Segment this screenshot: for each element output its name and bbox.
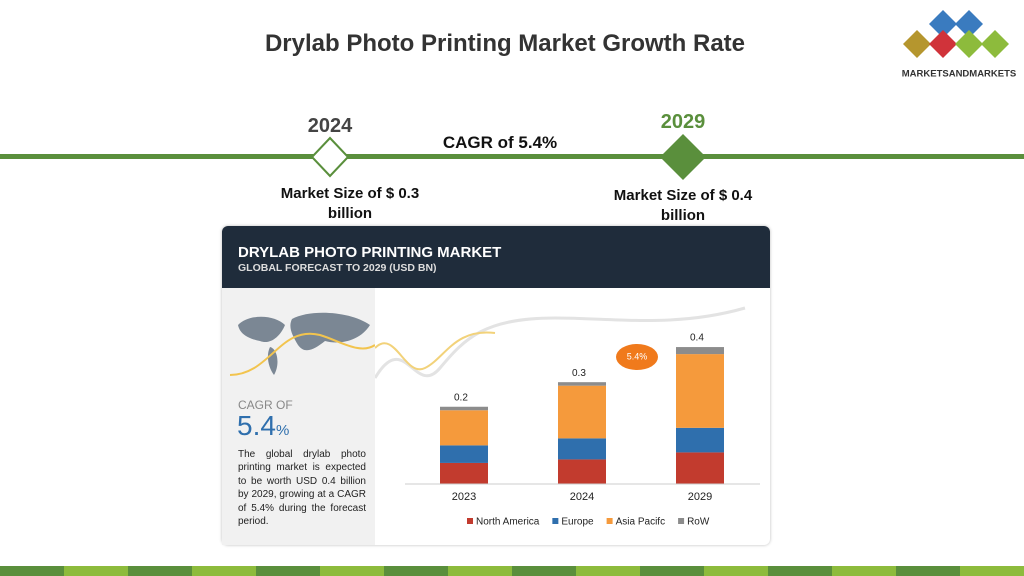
legend-label: Asia Pacifc bbox=[616, 517, 665, 528]
cagr-unit: % bbox=[275, 422, 290, 439]
timeline-markers bbox=[310, 134, 706, 180]
bar-segment bbox=[558, 459, 606, 484]
bar-segment bbox=[558, 382, 606, 386]
chart-subtitle: GLOBAL FORECAST TO 2029 (USD BN) bbox=[238, 262, 437, 274]
world-map bbox=[230, 312, 375, 376]
bar-segment bbox=[676, 427, 724, 453]
x-tick-label: 2023 bbox=[452, 491, 476, 503]
total-label: 0.2 bbox=[454, 392, 468, 403]
cagr-label: CAGR of 5.4% bbox=[442, 133, 558, 152]
bar-segment bbox=[676, 354, 724, 428]
logo: MARKETSANDMARKETS bbox=[902, 10, 1017, 80]
annotation: 5.4% bbox=[627, 351, 648, 361]
bar-segment bbox=[558, 438, 606, 460]
annotation-bubble bbox=[616, 344, 658, 370]
bar-segment bbox=[676, 452, 724, 484]
legend-swatch bbox=[552, 518, 559, 524]
x-tick-label: 2024 bbox=[570, 491, 594, 503]
sidebar-cagr-heading: CAGR OF bbox=[238, 398, 293, 412]
timeline-line bbox=[0, 154, 1024, 159]
total-label: 0.3 bbox=[572, 368, 586, 379]
cagr-number: 5.4 bbox=[237, 410, 276, 441]
total-label: 0.4 bbox=[690, 333, 704, 344]
legend-swatch bbox=[467, 518, 473, 524]
footer-stripe bbox=[0, 566, 1024, 576]
slide-title: Drylab Photo Printing Market Growth Rate bbox=[264, 30, 746, 57]
legend-label: North America bbox=[476, 517, 540, 528]
legend-swatch bbox=[606, 518, 613, 524]
bar-segment bbox=[676, 347, 724, 355]
start-year: 2024 bbox=[307, 115, 353, 137]
bar-segment bbox=[440, 406, 488, 411]
legend-label: RoW bbox=[687, 517, 710, 528]
end-year: 2029 bbox=[660, 111, 706, 133]
chart-title: DRYLAB PHOTO PRINTING MARKET bbox=[238, 244, 502, 261]
logo-text: MARKETSANDMARKETS bbox=[902, 69, 1017, 80]
bar-segment bbox=[440, 462, 488, 484]
bar-segment bbox=[440, 445, 488, 463]
bar-segment bbox=[440, 410, 488, 446]
x-tick-label: 2029 bbox=[688, 491, 712, 503]
bar-segment bbox=[558, 385, 606, 439]
chart-header bbox=[222, 226, 770, 288]
legend-swatch bbox=[678, 518, 685, 524]
sidebar-cagr: 5.4% bbox=[237, 410, 289, 442]
legend-label: Europe bbox=[561, 517, 594, 528]
end-size: Market Size of $ 0.4 billion bbox=[613, 187, 753, 224]
sidebar-description: The global drylab photo printing market … bbox=[238, 449, 366, 528]
chart: 0.2 2023 0.3 2024 0.4 2029 5.4% North America Eu… bbox=[375, 306, 760, 528]
start-size: Market Size of $ 0.3 billion bbox=[280, 185, 420, 222]
